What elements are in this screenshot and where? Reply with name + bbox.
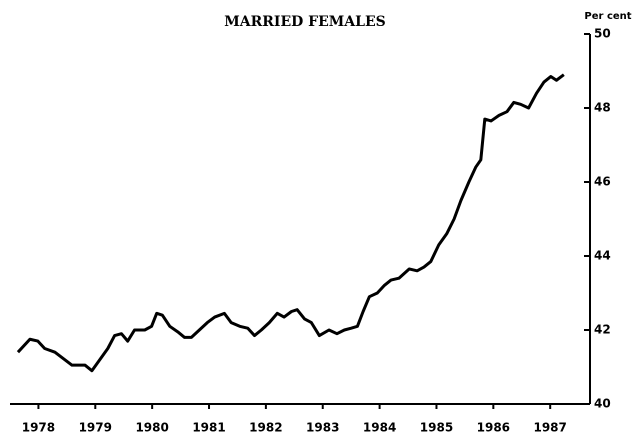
x-tick-label: 1986 — [477, 421, 510, 435]
y-tick-label: 50 — [594, 27, 611, 41]
x-tick-label: 1987 — [533, 421, 566, 435]
y-tick-label: 42 — [594, 323, 611, 337]
y-tick-label: 46 — [594, 175, 611, 189]
x-tick-label: 1978 — [22, 421, 55, 435]
x-tick-label: 1985 — [420, 421, 453, 435]
x-tick-label: 1982 — [249, 421, 282, 435]
x-tick-label: 1979 — [79, 421, 112, 435]
x-tick-label: 1984 — [363, 421, 396, 435]
data-line — [16, 73, 565, 373]
y-tick-label: 44 — [594, 249, 611, 263]
y-axis-label: Per cent — [584, 11, 631, 22]
x-tick-label: 1981 — [192, 421, 225, 435]
y-tick-label: 48 — [594, 101, 611, 115]
x-tick-label: 1980 — [135, 421, 168, 435]
chart-title: MARRIED FEMALES — [224, 14, 385, 30]
y-tick-label: 40 — [594, 397, 611, 411]
x-tick-label: 1983 — [306, 421, 339, 435]
